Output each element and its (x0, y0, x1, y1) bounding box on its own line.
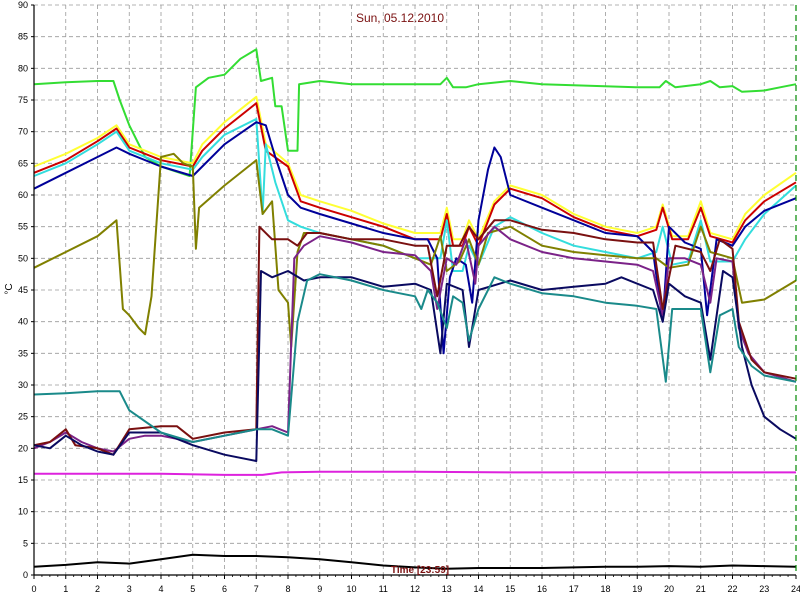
x-tick-label: 8 (285, 584, 290, 594)
x-tick-label: 18 (600, 584, 610, 594)
y-tick-label: 55 (18, 222, 28, 232)
y-tick-label: 70 (18, 127, 28, 137)
y-tick-labels: 0 5 10 15 20 25 30 35 40 45 50 55 60 65 70 75 80 85 90 (18, 0, 28, 580)
y-tick-label: 60 (18, 190, 28, 200)
x-tick-label: 5 (190, 584, 195, 594)
x-tick-label: 9 (317, 584, 322, 594)
series-line-10 (33, 273, 797, 443)
y-tick-label: 0 (23, 570, 28, 580)
x-tick-label: 6 (222, 584, 227, 594)
x-tick-label: 12 (410, 584, 420, 594)
x-tick-label: 10 (346, 584, 356, 594)
x-tick-label: 22 (727, 584, 737, 594)
y-tick-label: 5 (23, 538, 28, 548)
grid (34, 4, 796, 575)
y-tick-label: 35 (18, 348, 28, 358)
y-tick-label: 40 (18, 317, 28, 327)
y-tick-label: 65 (18, 158, 28, 168)
y-axis-label: °C (4, 283, 15, 294)
y-tick-label: 80 (18, 63, 28, 73)
y-tick-label: 15 (18, 475, 28, 485)
y-tick-label: 25 (18, 412, 28, 422)
x-tick-label: 7 (254, 584, 259, 594)
x-tick-label: 0 (31, 584, 36, 594)
y-tick-label: 90 (18, 0, 28, 10)
x-tick-label: 23 (759, 584, 769, 594)
series-line-5 (33, 121, 797, 355)
y-tick-label: 85 (18, 32, 28, 42)
x-tick-label: 15 (505, 584, 515, 594)
series-line-11 (34, 470, 796, 476)
y-tick-label: 75 (18, 95, 28, 105)
x-tick-label: 21 (696, 584, 706, 594)
series-line-4 (33, 118, 797, 272)
chart-title: Sun, 05.12.2010 (356, 11, 444, 25)
x-tick-label: 1 (63, 584, 68, 594)
x-tick-label: 11 (379, 584, 388, 594)
x-tick-label: 13 (442, 584, 452, 594)
x-tick-label: 20 (664, 584, 674, 594)
y-tick-label: 50 (18, 253, 28, 263)
x-tick-label: 14 (473, 584, 483, 594)
x-tick-label: 24 (791, 584, 800, 594)
x-tick-label: 2 (95, 584, 100, 594)
series-line-2 (33, 95, 797, 241)
y-tick-label: 45 (18, 285, 28, 295)
series-line-7 (33, 225, 797, 453)
x-axis-label: Time [23:59] (391, 565, 449, 576)
axes (31, 4, 797, 579)
y-tick-label: 20 (18, 443, 28, 453)
x-tick-labels: 0 1 2 3 4 5 6 7 8 9 10 11 12 13 14 15 16 17 18 19 20 21 22 23 24 (31, 584, 800, 594)
series-line-8 (33, 219, 797, 456)
y-tick-label: 10 (18, 507, 28, 517)
series-group (33, 48, 797, 570)
x-tick-label: 16 (537, 584, 547, 594)
x-tick-label: 3 (127, 584, 132, 594)
x-tick-label: 19 (632, 584, 642, 594)
x-tick-label: 4 (158, 584, 163, 594)
series-line-12 (33, 553, 797, 570)
y-tick-label: 30 (18, 380, 28, 390)
x-tick-label: 17 (569, 584, 579, 594)
